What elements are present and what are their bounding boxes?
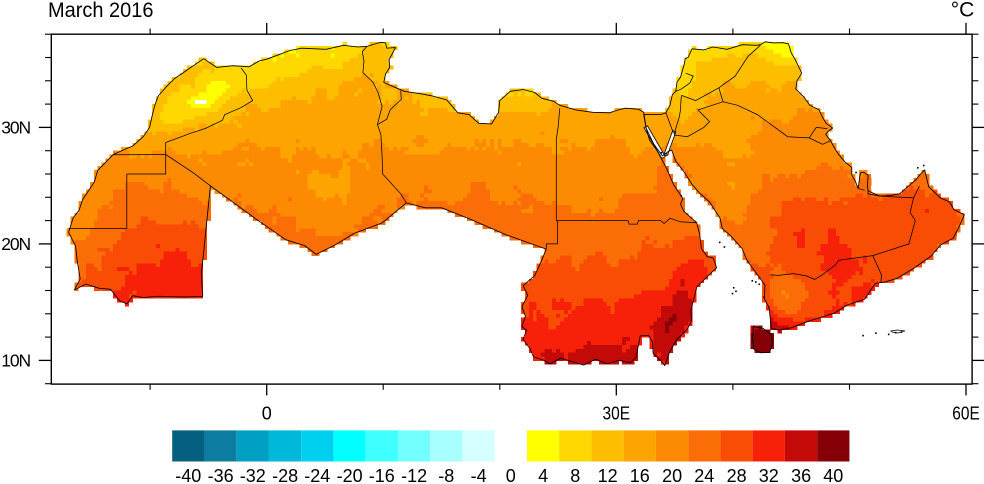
svg-text:4: 4 [538,466,548,484]
svg-text:-8: -8 [438,466,454,484]
svg-text:March 2016: March 2016 [48,0,154,22]
svg-text:36: 36 [791,466,811,484]
svg-text:32: 32 [759,466,779,484]
svg-text:28: 28 [727,466,747,484]
svg-text:0: 0 [506,466,516,484]
svg-text:20N: 20N [1,234,30,254]
svg-text:16: 16 [630,466,650,484]
svg-text:8: 8 [570,466,580,484]
svg-text:30N: 30N [1,118,30,138]
svg-text:24: 24 [694,466,714,484]
svg-text:-24: -24 [304,466,330,484]
svg-text:40: 40 [823,466,843,484]
svg-text:-36: -36 [208,466,234,484]
svg-text:-40: -40 [175,466,201,484]
svg-text:-32: -32 [240,466,266,484]
svg-text:0: 0 [262,404,272,424]
svg-text:12: 12 [598,466,618,484]
svg-text:10N: 10N [1,351,30,371]
svg-text:-16: -16 [369,466,395,484]
svg-text:-12: -12 [401,466,427,484]
svg-text:-4: -4 [471,466,487,484]
svg-text:-20: -20 [337,466,363,484]
svg-text:60E: 60E [952,404,980,424]
svg-text:20: 20 [662,466,682,484]
svg-text:-28: -28 [272,466,298,484]
svg-text:°C: °C [951,0,975,22]
svg-text:30E: 30E [603,404,631,424]
